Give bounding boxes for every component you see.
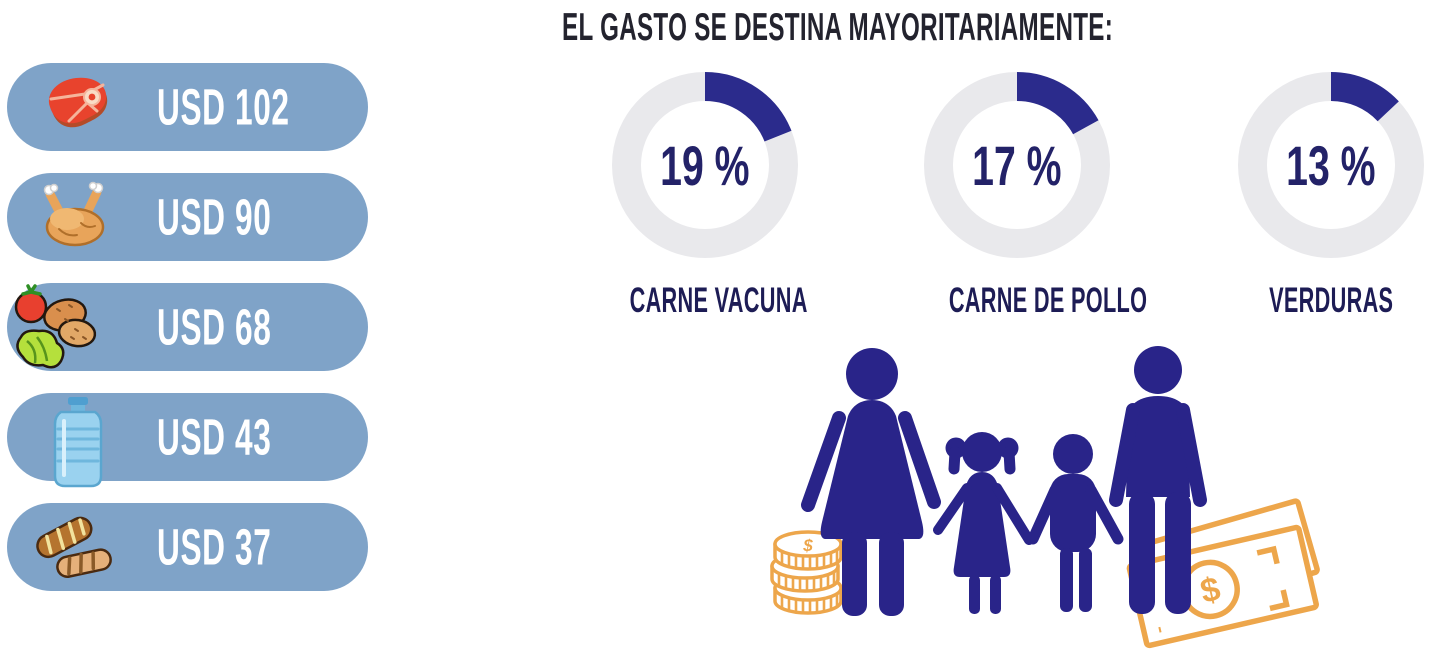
girl-figure — [933, 432, 1034, 614]
banknotes-icon: $ — [1126, 498, 1320, 649]
page-title: EL GASTO SE DESTINA MAYORITARIAMENTE: — [562, 6, 1114, 49]
man-figure — [1109, 346, 1207, 614]
dollar-sign: $ — [802, 536, 813, 555]
donut-arc — [1238, 72, 1424, 258]
spend-amount: USD 90 — [157, 188, 272, 246]
spend-pill-water: USD 43 — [7, 393, 368, 488]
steak-icon — [37, 67, 117, 147]
family-illustration: $ $ — [740, 342, 1340, 649]
spend-amount: USD 68 — [157, 298, 272, 356]
donut-percent-label: 19 % — [660, 133, 750, 197]
coin-stack-icon: $ — [770, 530, 843, 615]
donut-caption-verduras: VERDURAS — [1268, 281, 1394, 320]
woman-figure — [801, 348, 941, 616]
donut-arc — [612, 72, 798, 258]
spend-amount: USD 43 — [157, 408, 272, 466]
bread-icon — [29, 511, 121, 587]
spend-pill-chicken: USD 90 — [7, 173, 368, 261]
donut-chart-carne-vacuna: 19 % — [612, 72, 798, 258]
vegetables-icon — [9, 279, 107, 377]
spend-amount: USD 102 — [157, 78, 290, 136]
donut-chart-carne-de-pollo: 17 % — [924, 72, 1110, 258]
donut-caption-carne-de-pollo: CARNE DE POLLO — [948, 281, 1148, 320]
donut-caption-carne-vacuna: CARNE VACUNA — [629, 281, 808, 320]
spend-pill-bread: USD 37 — [7, 503, 368, 591]
spend-pill-meat: USD 102 — [7, 63, 368, 151]
spend-pill-vegetables: USD 68 — [7, 283, 368, 371]
donut-percent-label: 17 % — [972, 133, 1062, 197]
donut-arc — [924, 72, 1110, 258]
roast-chicken-icon — [37, 177, 117, 257]
donut-percent-label: 13 % — [1286, 133, 1376, 197]
boy-figure — [1027, 434, 1124, 612]
water-bottle-icon — [47, 395, 109, 489]
spend-amount: USD 37 — [157, 518, 272, 576]
donut-chart-verduras: 13 % — [1238, 72, 1424, 258]
